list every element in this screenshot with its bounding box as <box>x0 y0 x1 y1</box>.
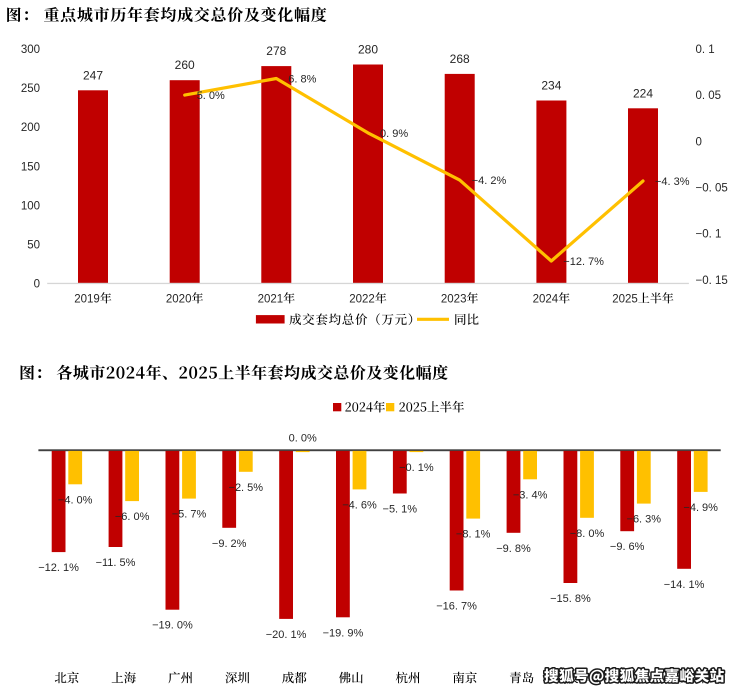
svg-text:234: 234 <box>541 79 561 93</box>
svg-text:2022: 2022 <box>349 294 375 306</box>
svg-text:−20. 1%: −20. 1% <box>266 629 307 641</box>
svg-text:2025: 2025 <box>612 294 638 306</box>
svg-text:−9. 8%: −9. 8% <box>496 543 531 555</box>
svg-text:224: 224 <box>633 86 653 100</box>
svg-text:−4. 9%: −4. 9% <box>683 502 718 514</box>
svg-text:−16. 7%: −16. 7% <box>436 601 477 613</box>
svg-text:−12. 1%: −12. 1% <box>38 562 79 574</box>
svg-text:−4. 0%: −4. 0% <box>58 494 93 506</box>
svg-text:−0. 15: −0. 15 <box>696 275 728 287</box>
svg-text:280: 280 <box>358 43 378 57</box>
svg-text:−4. 3%: −4. 3% <box>655 176 690 188</box>
svg-text:−19. 0%: −19. 0% <box>152 620 193 632</box>
svg-text:300: 300 <box>21 44 40 56</box>
svg-text:2024: 2024 <box>533 294 559 306</box>
svg-text:2023: 2023 <box>441 294 467 306</box>
svg-text:−4. 6%: −4. 6% <box>342 499 377 511</box>
svg-text:0. 05: 0. 05 <box>696 90 722 102</box>
svg-text:250: 250 <box>21 83 40 95</box>
svg-text:−6. 0%: −6. 0% <box>115 511 150 523</box>
svg-text:278: 278 <box>266 44 286 58</box>
svg-text:−3. 4%: −3. 4% <box>513 489 548 501</box>
svg-text:5. 0%: 5. 0% <box>197 90 225 102</box>
svg-text:−19. 9%: −19. 9% <box>323 627 364 639</box>
svg-text:−9. 2%: −9. 2% <box>212 538 247 550</box>
svg-text:247: 247 <box>83 68 103 82</box>
svg-text:−5. 7%: −5. 7% <box>172 509 207 521</box>
svg-text:−0. 1: −0. 1 <box>696 229 722 241</box>
svg-text:−5. 1%: −5. 1% <box>383 504 418 516</box>
svg-text:−0. 1%: −0. 1% <box>399 462 434 474</box>
svg-text:0. 0%: 0. 0% <box>289 433 317 445</box>
svg-text:−8. 0%: −8. 0% <box>570 528 605 540</box>
svg-text:−15. 8%: −15. 8% <box>550 593 591 605</box>
svg-text:0. 9%: 0. 9% <box>380 128 408 140</box>
svg-text:200: 200 <box>21 122 40 134</box>
svg-text:150: 150 <box>21 161 40 173</box>
svg-text:0. 1: 0. 1 <box>696 44 715 56</box>
svg-text:0: 0 <box>696 136 702 148</box>
svg-text:−9. 6%: −9. 6% <box>610 541 645 553</box>
svg-text:0: 0 <box>34 279 40 291</box>
svg-text:−14. 1%: −14. 1% <box>664 579 705 591</box>
svg-text:6. 8%: 6. 8% <box>288 74 316 86</box>
svg-text:2020: 2020 <box>166 294 192 306</box>
svg-text:−6. 3%: −6. 3% <box>627 514 662 526</box>
svg-text:−2. 5%: −2. 5% <box>229 482 264 494</box>
svg-text:2019: 2019 <box>74 294 100 306</box>
svg-text:−0. 05: −0. 05 <box>696 183 728 195</box>
svg-text:−12. 7%: −12. 7% <box>563 256 604 268</box>
svg-text:260: 260 <box>175 58 195 72</box>
svg-text:2021: 2021 <box>258 294 284 306</box>
svg-text:−4. 2%: −4. 2% <box>472 175 507 187</box>
svg-text:−8. 1%: −8. 1% <box>456 529 491 541</box>
svg-text:−11. 5%: −11. 5% <box>96 557 136 569</box>
svg-text:268: 268 <box>450 52 470 66</box>
svg-text:50: 50 <box>27 240 40 252</box>
svg-text:100: 100 <box>21 200 40 212</box>
